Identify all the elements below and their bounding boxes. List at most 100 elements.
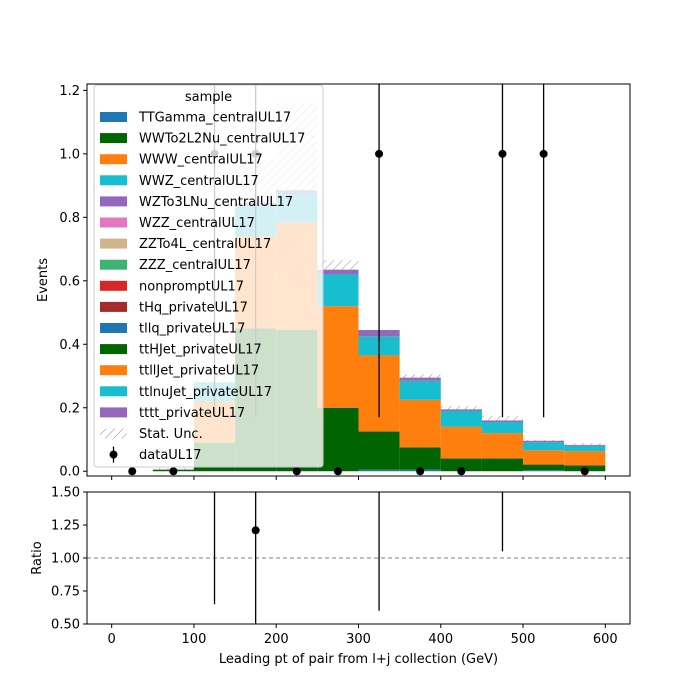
legend-swatch	[100, 238, 127, 249]
x-tick-label: 500	[511, 632, 536, 647]
legend-swatch	[100, 133, 127, 144]
data-point	[333, 467, 342, 476]
bar-ttlnujet-privateul17	[481, 422, 524, 434]
legend-label: tHq_privateUL17	[139, 300, 248, 315]
bar-wwto2l2nu-centralul17	[523, 464, 565, 471]
bar-wwto2l2nu-centralul17	[440, 458, 482, 472]
data-point	[169, 467, 178, 476]
y-tick-label: 1.0	[59, 147, 80, 162]
legend-swatch	[100, 196, 127, 207]
ratio-y-tick-label: 1.00	[51, 552, 80, 567]
data-point	[539, 149, 548, 158]
ratio-y-tick-label: 1.50	[51, 486, 80, 501]
legend-swatch	[100, 259, 127, 270]
x-tick-label: 0	[108, 632, 116, 647]
legend-label: WZZ_centralUL17	[139, 216, 255, 231]
y-tick-label: 0.4	[59, 338, 80, 353]
legend-swatch	[100, 386, 127, 397]
ratio-point	[251, 526, 260, 535]
bar-ttlljet-privateul17	[564, 451, 606, 466]
stat-unc-band	[440, 406, 482, 413]
legend: sample TTGamma_centralUL17 WWTo2L2Nu_centr…	[93, 84, 324, 468]
ratio-plot: 0.50 0.75 1.00 1.25 1.50 0 100 200 300 400 500 600 R…	[30, 486, 631, 667]
legend-swatch	[100, 344, 127, 355]
y-axis-label: Events	[36, 258, 51, 302]
legend-swatch	[100, 365, 127, 376]
ratio-y-axis-label: Ratio	[30, 541, 45, 574]
legend-label: tttt_privateUL17	[139, 406, 245, 421]
stat-unc-band	[317, 260, 359, 275]
legend-swatch	[100, 217, 127, 228]
stat-unc-band	[523, 440, 565, 444]
ratio-y-tick-label: 0.50	[51, 618, 80, 633]
legend-swatch	[100, 154, 127, 165]
legend-swatch	[100, 323, 127, 333]
bar-ttgamma-centralul17	[358, 469, 400, 472]
bar-ttlljet-privateul17	[481, 433, 524, 459]
legend-label: TTGamma_centralUL17	[138, 111, 291, 126]
bar-ttlnujet-privateul17	[523, 442, 565, 451]
bar-ttlnujet-privateul17	[564, 445, 606, 452]
bar-wwto2l2nu-centralul17	[317, 407, 359, 472]
legend-swatch	[100, 112, 127, 122]
legend-box	[93, 84, 324, 468]
legend-label: ttHJet_privateUL17	[139, 343, 262, 358]
x-tick-label: 300	[346, 632, 371, 647]
legend-swatch	[100, 301, 127, 312]
ratio-points	[87, 492, 630, 624]
bar-wwto2l2nu-centralul17	[481, 458, 524, 472]
data-point	[498, 149, 507, 158]
legend-swatch-hatch	[100, 428, 127, 439]
legend-label: Stat. Unc.	[139, 427, 203, 442]
legend-swatch	[100, 280, 127, 291]
ratio-frame	[86, 491, 631, 625]
ratio-y-tick-label: 1.25	[51, 519, 80, 534]
stat-unc-band	[399, 374, 441, 384]
legend-label: dataUL17	[139, 448, 202, 463]
x-tick-label: 100	[182, 632, 207, 647]
bar-ttlnujet-privateul17	[317, 274, 359, 307]
data-point	[416, 467, 425, 476]
stat-unc-band	[564, 443, 606, 447]
bar-ttgamma-centralul17	[523, 470, 565, 472]
bar-ttlnujet-privateul17	[399, 380, 441, 400]
legend-label: ZZTo4L_centralUL17	[139, 237, 271, 252]
legend-label: ttlnuJet_privateUL17	[139, 385, 272, 400]
x-tick-label: 200	[264, 632, 289, 647]
bar-ttlljet-privateul17	[317, 306, 359, 408]
x-axis-label: Leading pt of pair from l+j collection (…	[219, 652, 498, 667]
legend-label: WWTo2L2Nu_centralUL17	[139, 132, 305, 147]
legend-swatch	[100, 175, 127, 186]
legend-label: WWZ_centralUL17	[139, 174, 259, 189]
legend-label: nonpromptUL17	[139, 279, 244, 294]
legend-label: ZZZ_centralUL17	[139, 258, 251, 273]
ratio-y-tick-label: 0.75	[51, 585, 80, 600]
legend-data-marker	[109, 450, 118, 459]
data-point	[457, 467, 466, 476]
legend-label: WZTo3LNu_centralUL17	[139, 195, 293, 210]
legend-title: sample	[185, 90, 232, 105]
y-tick-label: 0.6	[59, 274, 80, 289]
data-point	[292, 467, 301, 476]
data-point	[375, 149, 384, 158]
legend-swatch	[100, 407, 127, 418]
y-tick-label: 0.8	[59, 211, 80, 226]
stat-unc-band	[481, 415, 524, 424]
y-tick-label: 0.0	[59, 465, 80, 480]
x-tick-label: 400	[428, 632, 453, 647]
x-tick-label: 600	[593, 632, 618, 647]
bar-ttlljet-privateul17	[440, 426, 482, 459]
legend-label: ttllJet_privateUL17	[139, 364, 259, 379]
bar-ttlljet-privateul17	[399, 399, 441, 448]
bar-wwto2l2nu-centralul17	[399, 447, 441, 470]
legend-label: WWW_centralUL17	[139, 153, 263, 168]
bar-wwto2l2nu-centralul17	[358, 431, 400, 470]
y-tick-label: 0.2	[59, 401, 80, 416]
data-point	[580, 467, 589, 476]
bar-ttlnujet-privateul17	[440, 410, 482, 427]
data-point	[128, 467, 137, 476]
y-tick-label: 1.2	[59, 84, 80, 99]
bar-ttlljet-privateul17	[523, 450, 565, 465]
legend-label: tllq_privateUL17	[139, 322, 245, 337]
